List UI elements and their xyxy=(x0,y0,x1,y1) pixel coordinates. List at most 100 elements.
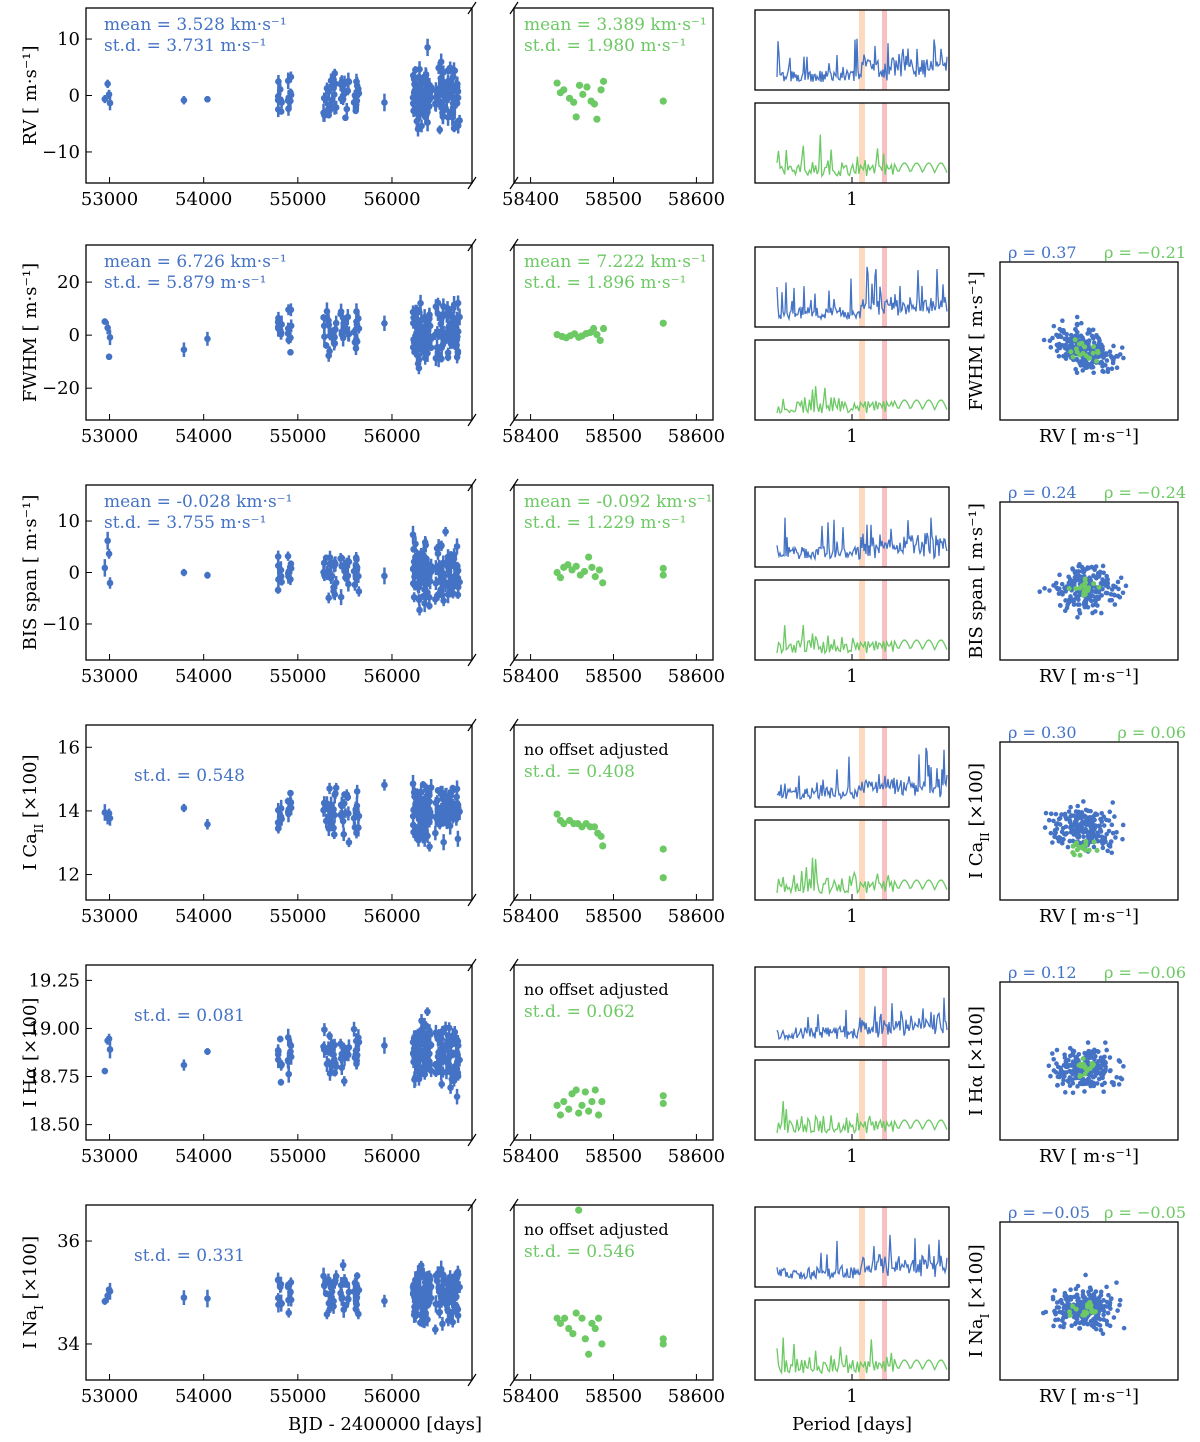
carm-point xyxy=(553,568,561,577)
corr-harps-point xyxy=(1052,831,1058,837)
harps-point xyxy=(338,1295,346,1303)
corr-harps-point xyxy=(1066,574,1071,580)
corr-harps-point xyxy=(1074,1292,1080,1298)
harps-point xyxy=(410,545,417,553)
corr-harps-point xyxy=(1068,332,1074,338)
harps-point xyxy=(381,572,388,580)
corr-harps-point xyxy=(1069,1323,1075,1329)
corr-harps-point xyxy=(1107,1055,1113,1060)
harps-point xyxy=(343,791,351,798)
corr-harps-point xyxy=(1080,1289,1086,1294)
corr-harps-point xyxy=(1073,820,1078,826)
harps-stat-text: mean = 6.726 km·s⁻¹ xyxy=(104,252,287,272)
axis-break-mark xyxy=(467,958,477,972)
harps-point xyxy=(353,566,361,574)
corr-harps-point xyxy=(1061,837,1066,842)
harps-point xyxy=(287,322,295,330)
carm-point xyxy=(593,331,601,339)
carm-periodogram-line xyxy=(776,134,948,178)
corr-carm-point xyxy=(1090,350,1096,356)
corr-rho-carm: ρ = −0.24 xyxy=(1104,483,1186,502)
carm-stat-text: mean = -0.092 km·s⁻¹ xyxy=(524,492,712,512)
corr-carm-series xyxy=(1068,337,1101,364)
corr-carm-point xyxy=(1068,349,1074,355)
harps-point xyxy=(284,1056,292,1064)
corr-carm-point xyxy=(1082,1071,1088,1077)
harps-point xyxy=(284,97,292,104)
harps-point xyxy=(340,1077,348,1085)
harps-point xyxy=(412,1312,419,1320)
corr-ylabel: I Hα [×100] xyxy=(966,1006,987,1116)
corr-rho-carm: ρ = −0.05 xyxy=(1104,1203,1186,1222)
corr-harps-point xyxy=(1067,1053,1073,1059)
harps-point xyxy=(454,88,462,95)
harps-point xyxy=(438,591,446,599)
corr-harps-point xyxy=(1098,581,1104,586)
harps-point xyxy=(445,78,453,86)
harps-point xyxy=(277,566,285,574)
period-band xyxy=(882,580,887,660)
x-tick-label: 58600 xyxy=(668,1386,725,1407)
harps-point xyxy=(355,812,363,820)
corr-harps-point xyxy=(1063,352,1069,357)
harps-point xyxy=(439,1320,446,1328)
corr-harps-point xyxy=(1060,318,1065,324)
corr-harps-point xyxy=(1108,1296,1114,1302)
corr-harps-point xyxy=(1109,850,1115,856)
corr-harps-point xyxy=(1079,810,1084,815)
corr-rho-harps: ρ = 0.12 xyxy=(1008,963,1077,982)
harps-point xyxy=(416,606,423,614)
corr-harps-point xyxy=(1068,804,1073,810)
harps-point xyxy=(106,579,114,587)
harps-point xyxy=(432,303,440,310)
corr-carm-point xyxy=(1083,847,1089,853)
harps-point xyxy=(415,596,423,604)
corr-harps-point xyxy=(1053,1317,1058,1323)
harps-point xyxy=(274,106,282,113)
corr-harps-point xyxy=(1080,368,1086,373)
harps-point xyxy=(106,814,114,822)
corr-harps-point xyxy=(1097,571,1102,577)
row-na: 36 34 53000 54000 55000 56000 I NaI [×100] st.d… xyxy=(20,1198,1186,1407)
harps-point xyxy=(415,356,423,364)
periodogram-frame xyxy=(754,9,950,91)
corr-harps-point xyxy=(1071,1048,1077,1054)
corr-harps-point xyxy=(1064,337,1070,343)
corr-harps-point xyxy=(1123,583,1129,589)
corr-harps-point xyxy=(1103,1066,1108,1072)
carm-stat-text: mean = 3.389 km·s⁻¹ xyxy=(524,15,707,35)
harps-point xyxy=(453,1049,461,1056)
carm-point xyxy=(659,874,667,882)
axis-break-mark xyxy=(509,893,519,907)
corr-harps-point xyxy=(1117,1297,1123,1303)
corr-carm-point xyxy=(1082,344,1088,350)
periodogram-bis: 1 xyxy=(754,486,950,687)
harps-point xyxy=(339,817,347,825)
corr-harps-point xyxy=(1056,586,1062,591)
corr-harps-point xyxy=(1105,1310,1111,1316)
axis-break-mark xyxy=(467,238,477,252)
corr-harps-point xyxy=(1101,570,1106,576)
corr-harps-point xyxy=(1062,1073,1067,1079)
corr-harps-point xyxy=(1097,338,1102,344)
carm-point xyxy=(591,1086,599,1094)
corr-harps-point xyxy=(1062,1290,1068,1296)
period-band xyxy=(882,1300,887,1380)
harps-point xyxy=(332,104,340,111)
carm-point xyxy=(599,579,607,587)
corr-harps-point xyxy=(1056,344,1061,349)
corr-harps-point xyxy=(1114,1074,1119,1080)
carm-series xyxy=(553,810,667,882)
corr-carm-point xyxy=(1082,576,1088,582)
harps-point xyxy=(444,330,452,338)
harps-point xyxy=(436,821,444,829)
corr-harps-point xyxy=(1067,838,1073,844)
y-tick-label: 0 xyxy=(69,325,80,346)
corr-xlabel: RV [ m·s⁻¹] xyxy=(1039,906,1139,927)
x-tick-label: 58400 xyxy=(502,1146,559,1167)
x-tick-label: 53000 xyxy=(81,1146,138,1167)
corr-harps-point xyxy=(1072,1310,1077,1316)
corr-carm-point xyxy=(1091,839,1097,845)
corr-harps-point xyxy=(1050,1296,1056,1302)
corr-harps-point xyxy=(1101,1312,1106,1318)
